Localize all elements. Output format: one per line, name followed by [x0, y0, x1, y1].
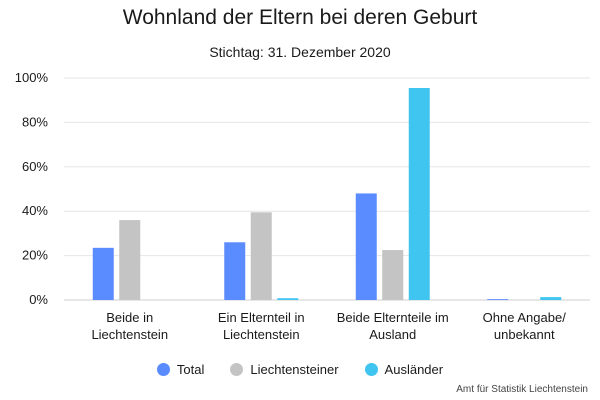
- bar-ausl-nder-2[interactable]: [408, 87, 430, 301]
- legend-swatch: [230, 363, 244, 376]
- legend-item-liechtensteiner[interactable]: Liechtensteiner: [230, 362, 339, 377]
- bar-liechtensteiner-0[interactable]: [119, 220, 141, 300]
- bar-ausl-nder-1[interactable]: [277, 298, 299, 300]
- legend-label: Total: [176, 362, 205, 377]
- bar-liechtensteiner-1[interactable]: [250, 212, 272, 300]
- x-tick-label: Ein Elternteil in: [218, 310, 305, 325]
- y-tick-label: 80%: [22, 114, 48, 129]
- bar-liechtensteiner-2[interactable]: [382, 250, 404, 300]
- legend-label: Liechtensteiner: [250, 362, 339, 377]
- legend-item-ausl-nder[interactable]: Ausländer: [364, 362, 444, 377]
- x-tick-label: Beide Elternteile im: [337, 310, 449, 325]
- y-tick-label: 0%: [29, 292, 48, 307]
- chart-title: Wohnland der Eltern bei deren Geburt: [122, 6, 478, 29]
- y-tick-label: 40%: [22, 203, 48, 218]
- y-tick-label: 20%: [22, 248, 48, 263]
- chart-subtitle: Stichtag: 31. Dezember 2020: [209, 44, 391, 60]
- y-tick-label: 100%: [15, 70, 49, 85]
- bar-total-2[interactable]: [355, 193, 377, 300]
- x-tick-label: Beide in: [106, 310, 153, 325]
- bar-ausl-nder-3[interactable]: [540, 297, 562, 300]
- legend: Total Liechtensteiner Ausländer: [0, 362, 600, 377]
- y-tick-label: 60%: [22, 159, 48, 174]
- legend-label: Ausländer: [384, 362, 444, 377]
- legend-item-total[interactable]: Total: [156, 362, 205, 377]
- source-note: Amt für Statistik Liechtenstein: [456, 384, 588, 395]
- bar-total-1[interactable]: [224, 242, 246, 300]
- legend-swatch: [364, 363, 378, 376]
- x-tick-label: Ohne Angabe/: [483, 310, 567, 325]
- x-tick-label: Liechtenstein: [223, 327, 300, 342]
- legend-swatch: [156, 363, 170, 376]
- bar-total-0[interactable]: [92, 247, 114, 300]
- x-tick-label: Ausland: [369, 327, 416, 342]
- x-tick-label: Liechtenstein: [91, 327, 168, 342]
- x-tick-label: unbekannt: [494, 327, 555, 342]
- bar-total-3[interactable]: [487, 299, 509, 300]
